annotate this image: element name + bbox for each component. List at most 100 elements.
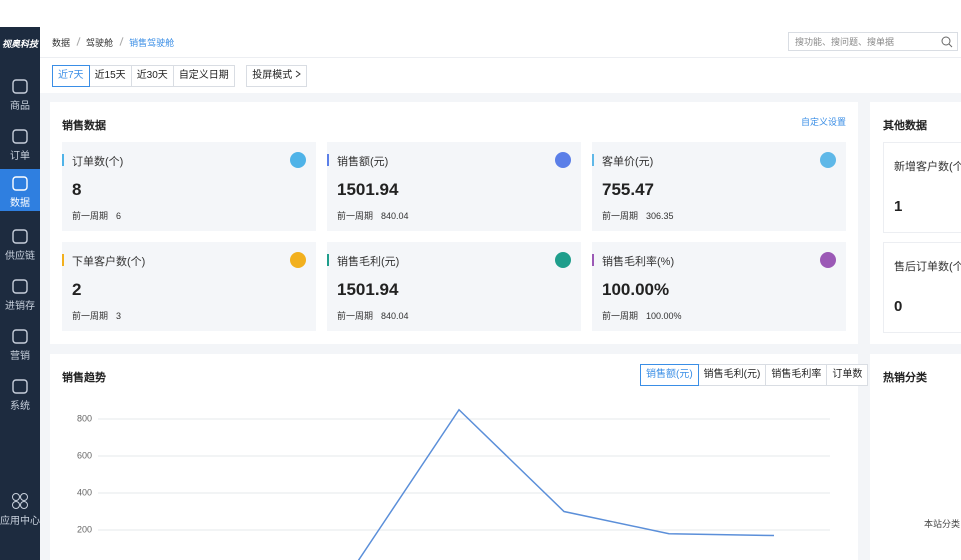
nav-item[interactable]: 供应链	[0, 227, 40, 262]
nav-item[interactable]: 数据	[0, 169, 40, 211]
accent	[592, 154, 594, 166]
previous: 前一周期 840.04	[337, 309, 409, 322]
prev-value: 840.04	[381, 311, 409, 321]
divider	[40, 57, 961, 58]
label: 投屏模式	[252, 70, 293, 81]
label: 营销	[10, 351, 30, 362]
label: 下单客户数(个)	[72, 256, 146, 268]
previous: 前一周期 100.00%	[602, 309, 682, 322]
icon	[12, 79, 28, 94]
value: 1	[894, 198, 903, 215]
y-tick-label: 800	[77, 413, 92, 423]
metric-tab[interactable]: 销售毛利率	[765, 364, 828, 386]
chevron	[295, 70, 301, 78]
label: 销售毛利率(%)	[602, 256, 675, 268]
prev-label: 前一周期	[337, 211, 374, 221]
sales-card: 销售数据 自定义设置 订单数(个) 8 前一周期 6 销售额(元) 1501.94 前一周期…	[50, 102, 858, 344]
screen-mode[interactable]: 投屏模式	[246, 65, 308, 87]
search-box[interactable]: 搜功能、搜问题、搜单据	[788, 32, 958, 51]
value: 1501.94	[337, 280, 399, 299]
range-tab[interactable]: 自定义日期	[172, 65, 235, 87]
y-tick-label: 400	[77, 487, 92, 497]
previous: 前一周期 840.04	[337, 209, 409, 222]
prev-label: 前一周期	[602, 311, 639, 321]
accent	[62, 154, 64, 166]
stat-card: 客单价(元) 755.47 前一周期 306.35	[592, 142, 846, 231]
icon	[12, 493, 28, 509]
value: 1501.94	[337, 180, 399, 199]
metric-tab[interactable]: 订单数	[826, 364, 869, 386]
prev-label: 前一周期	[72, 211, 109, 221]
value: 2	[72, 280, 82, 299]
range-tab[interactable]: 近15天	[88, 65, 132, 87]
nav-item[interactable]: 商品	[0, 77, 40, 112]
icon	[820, 152, 836, 168]
metric-tab[interactable]: 销售毛利(元)	[697, 364, 767, 386]
prev-label: 前一周期	[602, 211, 639, 221]
label: 新增客户数(个)	[894, 161, 961, 173]
label: 系统	[10, 401, 30, 412]
icon	[12, 279, 28, 294]
range-tab[interactable]: 近7天	[52, 65, 90, 87]
title: 销售数据	[62, 120, 106, 132]
icon	[12, 176, 28, 191]
value: 0	[894, 298, 903, 315]
other-card: 新增客户数(个) 1	[883, 142, 961, 233]
prev-value: 100.00%	[646, 311, 682, 321]
icon	[555, 252, 571, 268]
prev-label: 前一周期	[337, 311, 374, 321]
title: 销售趋势	[62, 372, 106, 384]
sidebar: 视奥科技 商品订单数据供应链进销存营销系统 应用中心	[0, 27, 40, 560]
other-card: 其他数据 新增客户数(个) 1 售后订单数(个) 0	[870, 102, 961, 344]
line	[357, 408, 775, 560]
stat-card: 订单数(个) 8 前一周期 6	[62, 142, 316, 231]
icon	[12, 129, 28, 144]
label: 应用中心	[0, 516, 40, 527]
search-icon	[941, 36, 953, 48]
range-tab[interactable]: 近30天	[130, 65, 174, 87]
nav-item[interactable]: 营销	[0, 327, 40, 362]
crumb: 销售驾驶舱	[129, 38, 175, 48]
nav-item[interactable]: 订单	[0, 127, 40, 162]
icon	[555, 152, 571, 168]
metric-tab[interactable]: 销售额(元)	[640, 364, 699, 386]
separator	[76, 37, 81, 46]
accent	[327, 254, 329, 266]
label: 进销存	[5, 301, 35, 312]
title: 其他数据	[883, 120, 927, 132]
prev-value: 306.35	[646, 211, 674, 221]
previous: 前一周期 306.35	[602, 209, 674, 222]
logo: 视奥科技	[1, 39, 38, 49]
stat-card: 销售毛利率(%) 100.00% 前一周期 100.00%	[592, 242, 846, 331]
settings-link[interactable]: 自定义设置	[800, 117, 846, 127]
app-center[interactable]: 应用中心	[0, 492, 40, 527]
accent	[62, 254, 64, 266]
title: 热销分类	[883, 372, 927, 384]
accent	[592, 254, 594, 266]
nav-item[interactable]: 系统	[0, 377, 40, 412]
icon	[12, 229, 28, 244]
prev-label: 前一周期	[72, 311, 109, 321]
label: 售后订单数(个)	[894, 261, 961, 273]
stat-card: 销售额(元) 1501.94 前一周期 840.04	[327, 142, 581, 231]
crumb[interactable]: 数据	[52, 38, 71, 48]
crumb[interactable]: 驾驶舱	[86, 38, 114, 48]
label: 销售毛利(元)	[337, 256, 400, 268]
y-tick-label: 600	[77, 450, 92, 460]
icon	[290, 152, 306, 168]
icon	[290, 252, 306, 268]
separator	[119, 37, 124, 46]
icon	[12, 379, 28, 394]
label: 数据	[10, 198, 30, 209]
trend-chart: 200 400 600 800	[77, 408, 830, 560]
stat-card: 销售毛利(元) 1501.94 前一周期 840.04	[327, 242, 581, 331]
label: 订单	[10, 151, 30, 162]
other-card: 售后订单数(个) 0	[883, 242, 961, 333]
prev-value: 840.04	[381, 211, 409, 221]
trend-card: 销售趋势 销售额(元) 销售毛利(元) 销售毛利率 订单数	[50, 354, 869, 560]
nav-item[interactable]: 进销存	[0, 277, 40, 312]
previous: 前一周期 6	[72, 209, 121, 222]
toolbar: 近7天 近15天 近30天 自定义日期 投屏模式	[52, 65, 308, 87]
previous: 前一周期 3	[72, 309, 121, 322]
